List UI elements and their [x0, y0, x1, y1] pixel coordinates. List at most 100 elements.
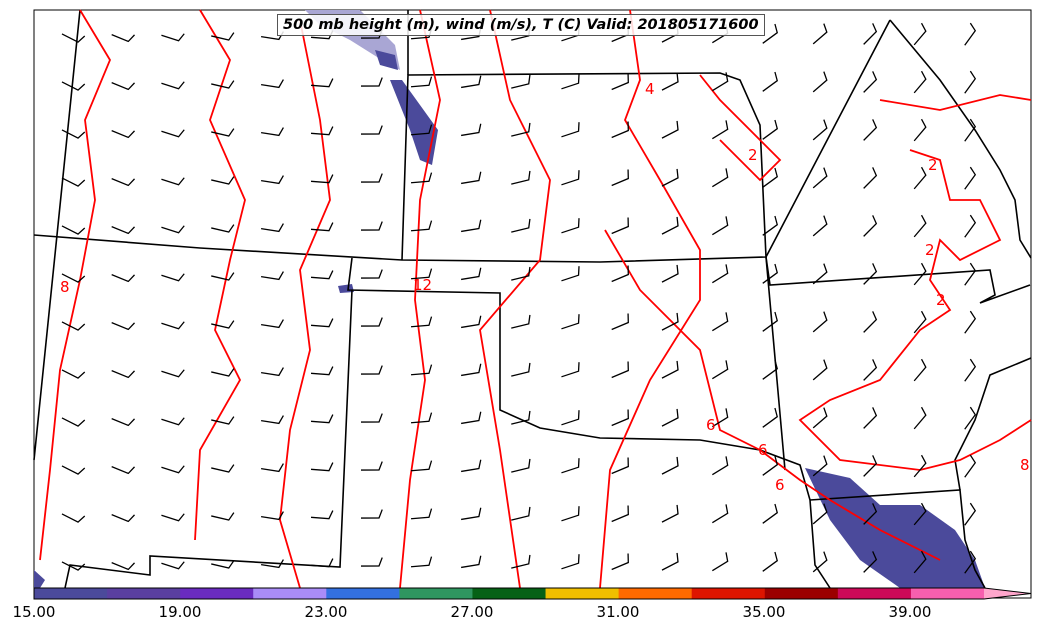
wind-barb: [863, 455, 878, 477]
wind-barb: [511, 506, 531, 521]
wind-barb: [360, 77, 383, 87]
colorbar-tick: 19.00: [158, 603, 202, 621]
colorbar: [33, 587, 1032, 600]
state-borders: [33, 9, 1032, 589]
wind-barb: [360, 125, 383, 135]
wind-barb: [812, 359, 828, 381]
wind-barb: [661, 504, 679, 523]
wind-barb: [913, 262, 927, 286]
wind-barb: [111, 81, 135, 91]
contour-label: 8: [60, 278, 70, 296]
colorbar-tick: 27.00: [450, 603, 494, 621]
colorbar-tick: 31.00: [596, 603, 640, 621]
wind-barb: [261, 511, 284, 521]
wind-barb: [913, 358, 927, 382]
wind-barb: [561, 554, 580, 570]
wind-barb: [61, 321, 86, 331]
wind-barb: [511, 362, 531, 377]
contour-label: 6: [775, 476, 785, 494]
wind-barb: [310, 366, 334, 376]
colorbar-bin: [618, 588, 693, 599]
wind-barb: [261, 175, 284, 185]
wind-barb: [261, 223, 284, 233]
wind-barb: [712, 216, 729, 236]
wind-barb: [913, 550, 927, 574]
wind-barb: [913, 406, 927, 430]
wind-barb: [310, 462, 334, 472]
wind-barb: [211, 176, 235, 185]
colorbar-bin: [764, 588, 839, 599]
wind-barb: [661, 72, 679, 91]
wind-barb: [261, 127, 284, 137]
wind-barb: [111, 321, 135, 331]
wind-barb: [61, 129, 86, 139]
wind-barb: [461, 363, 482, 377]
wind-barb: [261, 559, 284, 569]
wind-barb: [410, 412, 433, 424]
wind-barb: [661, 312, 679, 331]
wind-barb: [611, 457, 629, 475]
colorbar-bin: [472, 588, 547, 599]
wind-barb: [964, 262, 977, 286]
colorbar-bin: [691, 588, 766, 599]
contour-label: 12: [413, 276, 432, 294]
wind-barb: [310, 174, 334, 184]
contour-label: 6: [758, 441, 768, 459]
wind-barb: [863, 551, 878, 573]
wind-barbs: [61, 22, 977, 574]
wind-barb: [611, 217, 629, 235]
wind-barb: [762, 167, 779, 188]
wind-barb: [561, 410, 580, 426]
wind-barb: [762, 23, 779, 44]
wind-barb: [712, 552, 729, 572]
colorbar-bin: [326, 588, 400, 599]
wind-barb: [111, 561, 135, 571]
wind-barb: [111, 33, 135, 43]
wind-barb: [561, 458, 580, 474]
wind-barb: [61, 369, 86, 379]
wind-barb: [712, 264, 729, 284]
wind-barb: [161, 177, 185, 186]
wind-barb: [410, 508, 433, 520]
colorbar-bin: [837, 588, 912, 599]
wind-barb: [611, 73, 629, 91]
wind-barb: [410, 124, 433, 136]
wind-barb: [863, 71, 878, 93]
colorbar-bin: [107, 588, 181, 599]
wind-barb: [812, 311, 828, 333]
wind-barb: [161, 513, 185, 522]
wind-barb: [211, 32, 235, 41]
wind-barb: [762, 71, 779, 92]
wind-barb: [913, 214, 927, 238]
wind-barb: [410, 556, 433, 568]
wind-barb: [762, 119, 779, 140]
wind-barb: [61, 273, 86, 283]
wind-barb: [410, 172, 433, 184]
wind-barb: [161, 369, 185, 378]
wind-barb: [561, 218, 580, 234]
wind-barb: [61, 513, 86, 523]
wind-barb: [611, 553, 629, 571]
wind-barb: [561, 266, 580, 282]
wind-barb: [61, 225, 86, 235]
wind-barb: [863, 503, 878, 525]
wind-barb: [661, 216, 679, 235]
wind-barb: [461, 507, 482, 521]
wind-barb: [111, 273, 135, 283]
colorbar-bin: [910, 588, 985, 599]
wind-barb: [661, 168, 679, 187]
wind-barb: [611, 505, 629, 523]
wind-barb: [712, 72, 729, 92]
wind-barb: [863, 119, 878, 141]
wind-barb: [61, 81, 86, 91]
wind-barb: [111, 177, 135, 187]
wind-barb: [964, 22, 977, 46]
wind-barb: [511, 314, 531, 329]
wind-barb: [261, 415, 284, 425]
temperature-contours: [39, 9, 1032, 589]
wind-barb: [762, 407, 779, 428]
wind-barb: [964, 358, 977, 382]
wind-barb: [310, 222, 334, 232]
wind-barb: [712, 456, 729, 476]
wind-barb: [511, 458, 531, 473]
